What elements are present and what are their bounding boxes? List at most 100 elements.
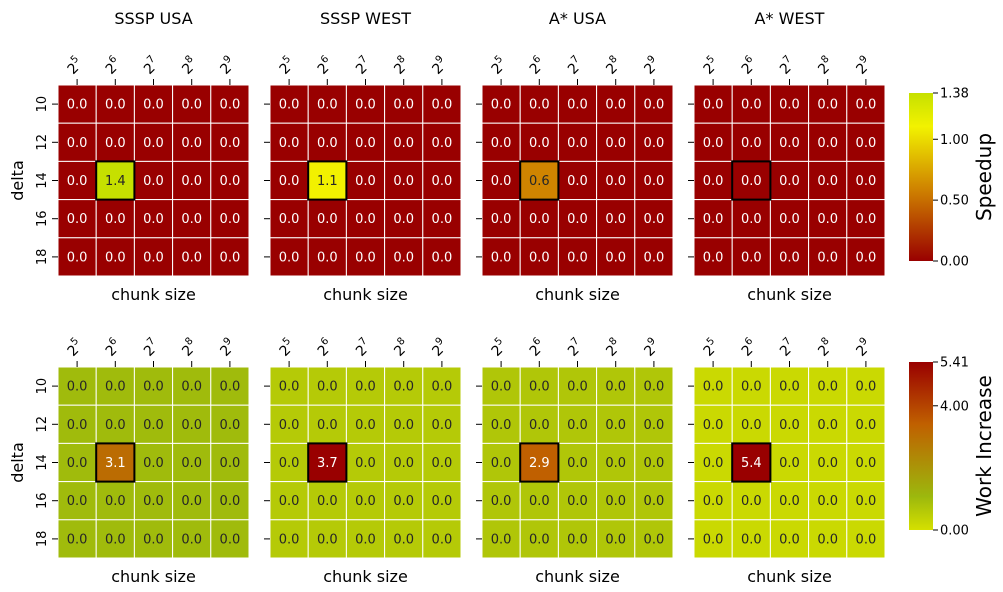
x-tick-label: 29 [215, 54, 239, 78]
cell-value-label: 0.0 [143, 418, 164, 433]
heatmap-cell [172, 160, 212, 201]
x-tick-label: 28 [813, 336, 837, 360]
cell-value-label: 0.0 [105, 494, 126, 509]
heatmap-cell [693, 481, 733, 521]
heatmap-cell [557, 122, 598, 162]
cell-value-label: 0.0 [393, 380, 414, 395]
cell-value-label: 0.0 [856, 136, 877, 151]
heatmap-cell [307, 404, 347, 444]
heatmap-cell [269, 160, 309, 201]
x-tick-label: 29 [851, 54, 875, 78]
cell-value-label: 0.0 [856, 174, 877, 189]
cell-value-label: 0.0 [181, 136, 202, 151]
cell-value-label: 0.0 [143, 494, 164, 509]
cell-value-label: 0.0 [220, 174, 241, 189]
cell-value-label: 0.0 [644, 98, 665, 113]
cell-value-label: 0.0 [856, 98, 877, 113]
heatmap-panel: SSSP WEST 0.0 0.0 0.0 0.0 0.0 0.0 0.0 0.0 0.0 0.0 0… [264, 9, 462, 304]
cell-value-label: 1.1 [317, 174, 338, 189]
colorbar-label: Work Increase [972, 375, 996, 517]
heatmap-cell [172, 519, 212, 559]
heatmap-cell [769, 160, 810, 201]
cell-value-label: 5.4 [741, 456, 762, 471]
cell-value-label: 0.0 [779, 456, 800, 471]
y-tick-label: 10 [35, 96, 50, 113]
cell-value-label: 0.0 [567, 136, 588, 151]
x-tick-label: 28 [601, 336, 625, 360]
x-tick-label: 25 [698, 336, 722, 360]
heatmap-cell [808, 237, 848, 277]
x-tick-label: 27 [563, 54, 587, 78]
heatmap-cell [210, 199, 250, 239]
cell-value-label: 0.0 [393, 532, 414, 547]
heatmap-cell [269, 237, 309, 277]
heatmap-cell [345, 160, 386, 201]
cell-value-label: 0.0 [491, 98, 512, 113]
cell-value-label: 0.0 [105, 212, 126, 227]
y-tick-label: 10 [35, 378, 50, 395]
cell-value-label: 0.0 [567, 532, 588, 547]
heatmap-cell [133, 237, 174, 277]
heatmap-cell [422, 366, 462, 406]
cell-value-label: 0.0 [393, 98, 414, 113]
cell-value-label: 0.0 [491, 418, 512, 433]
x-tick-label: 27 [351, 336, 375, 360]
cell-value-label: 0.0 [220, 380, 241, 395]
cell-value-label: 0.0 [220, 532, 241, 547]
cell-value-label: 0.0 [529, 380, 550, 395]
colorbar-tick-label: 1.38 [940, 87, 969, 102]
x-tick-label: 26 [525, 336, 549, 360]
cell-value-label: 0.0 [491, 456, 512, 471]
cell-value-label: 0.0 [432, 98, 453, 113]
heatmap-cell [693, 199, 733, 239]
cell-value-label: 0.0 [605, 418, 626, 433]
cell-value-label: 0.0 [567, 418, 588, 433]
heatmap-cell [307, 519, 347, 559]
x-tick-label: 27 [139, 336, 163, 360]
heatmap-cell [634, 366, 674, 406]
cell-value-label: 0.0 [220, 418, 241, 433]
cell-value-label: 0.0 [856, 456, 877, 471]
cell-value-label: 0.0 [817, 456, 838, 471]
heatmap-panel: 0.0 0.0 0.0 0.0 0.0 0.0 0.0 0.0 0.0 0.0 0.0 3.7 0.0 0… [264, 336, 462, 586]
cell-value-label: 0.0 [529, 250, 550, 265]
cell-value-label: 0.0 [181, 494, 202, 509]
heatmap-cell [634, 404, 674, 444]
cell-value-label: 0.0 [317, 494, 338, 509]
heatmap-cell [133, 519, 174, 559]
heatmap-cell [57, 237, 97, 277]
cell-value-label: 0.0 [432, 380, 453, 395]
heatmap-cell [596, 519, 636, 559]
heatmap-cell [210, 237, 250, 277]
cell-value-label: 0.0 [67, 174, 88, 189]
heatmap-cell [384, 366, 424, 406]
cell-value-label: 0.0 [779, 250, 800, 265]
cell-value-label: 0.0 [67, 98, 88, 113]
highlight-box [519, 442, 560, 483]
y-tick-label: 18 [35, 531, 50, 548]
cell-value-label: 0.0 [393, 174, 414, 189]
cell-value-label: 0.0 [644, 380, 665, 395]
cell-value-label: 0.0 [741, 98, 762, 113]
y-tick-label: 14 [35, 454, 50, 471]
cell-value-label: 0.0 [355, 174, 376, 189]
heatmap-cell [95, 404, 135, 444]
cell-value-label: 0.0 [181, 250, 202, 265]
y-tick-label: 18 [35, 249, 50, 266]
cell-value-label: 0.0 [143, 174, 164, 189]
heatmap-cell [210, 519, 250, 559]
cell-value-label: 0.0 [856, 212, 877, 227]
heatmap-cell [422, 237, 462, 277]
x-tick-label: 26 [525, 54, 549, 78]
heatmap-cell [846, 237, 886, 277]
cell-value-label: 0.0 [644, 136, 665, 151]
cell-value-label: 0.0 [817, 136, 838, 151]
cell-value-label: 0.0 [529, 532, 550, 547]
heatmap-cell [557, 237, 598, 277]
cell-value-label: 0.0 [856, 250, 877, 265]
x-tick-label: 26 [737, 54, 761, 78]
cell-value-label: 0.0 [181, 532, 202, 547]
x-tick-label: 28 [177, 336, 201, 360]
heatmap-cell [519, 237, 559, 277]
heatmap-cell [596, 442, 636, 483]
